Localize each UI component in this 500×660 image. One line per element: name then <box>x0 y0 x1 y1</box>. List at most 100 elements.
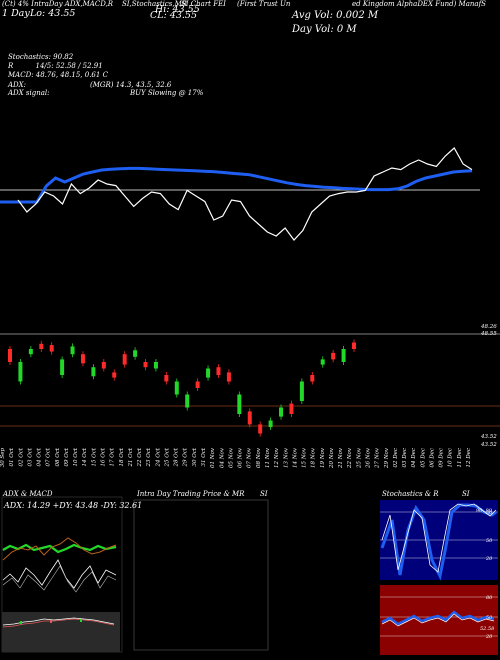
rsi-label-50: 50 <box>486 615 493 621</box>
candle-body <box>226 372 231 382</box>
intraday-title: Intra Day Trading Price & MR <box>136 490 245 498</box>
date-tick-label: 16 Oct <box>101 447 107 466</box>
mrsi-blue-series <box>0 166 473 204</box>
candle-body <box>18 362 23 382</box>
price-label-bot-b: 43.52 <box>480 442 497 448</box>
macd-histogram-bar <box>80 619 82 622</box>
candle-body <box>122 354 127 365</box>
candle-body <box>143 362 148 368</box>
price-label-top-b: 48.55 <box>480 331 497 337</box>
candlestick-group <box>8 339 356 437</box>
stoch-label-80: 80 <box>486 510 493 516</box>
stoch-label-50: 50 <box>486 538 493 544</box>
macd-histogram-bar <box>20 621 22 624</box>
candle-body <box>352 342 356 349</box>
date-tick-label: 18 Oct <box>119 447 125 466</box>
intraday-si: SI <box>260 490 268 498</box>
day-vol: Day Vol: 0 M <box>292 24 357 35</box>
candle-body <box>80 354 85 364</box>
adx-line-b <box>2 565 117 593</box>
date-tick-label: 15 Oct <box>91 447 97 466</box>
candle-body <box>28 349 33 355</box>
adx-values: ADX: 14.29 +DY: 43.48 -DY: 32.61 <box>3 501 142 510</box>
date-tick-label: 21 Oct <box>128 447 134 467</box>
candle-body <box>289 403 294 414</box>
candle-body <box>195 381 200 388</box>
date-tick-label: 05 Dec <box>420 448 426 468</box>
candle-body <box>174 381 179 395</box>
candle-body <box>185 394 190 408</box>
date-tick-label: 08 Nov <box>256 447 262 468</box>
date-tick-label: 03 Dec <box>402 448 408 468</box>
candle-body <box>216 367 221 375</box>
date-tick-label: 29 Oct <box>183 447 189 467</box>
candle-body <box>279 407 284 417</box>
adx-signal-readout: ADX signal: <box>8 89 50 97</box>
date-tick-label: 11 Nov <box>265 447 271 468</box>
macd-histogram-bar <box>50 620 52 623</box>
candle-body <box>39 343 44 349</box>
stoch-label-20: 20 <box>485 556 493 562</box>
adx-readout: ADX: <box>8 81 27 89</box>
stoch-d-line <box>381 503 497 573</box>
candle-body <box>49 345 54 352</box>
adx-line-a <box>2 559 117 589</box>
adx-minus-dy-line <box>2 537 117 561</box>
date-tick-label: 01 Oct <box>9 447 15 466</box>
hi-label: Hi: 43.55 <box>155 4 200 15</box>
date-tick-label: 06 Nov <box>238 447 244 468</box>
candle-body <box>299 381 304 401</box>
header-top-mid2: SI Chart FEI <box>181 0 226 8</box>
macd-line <box>2 617 115 626</box>
date-tick-label: 30 Sep <box>0 448 6 468</box>
candle-body <box>101 362 106 369</box>
stochastics-si: SI <box>462 490 470 498</box>
candle-body <box>247 411 252 425</box>
date-tick-label: 13 Nov <box>283 447 289 468</box>
rsi-signal-line <box>381 613 495 627</box>
candle-body <box>258 424 263 434</box>
date-tick-label: 10 Dec <box>448 448 454 468</box>
date-tick-label: 10 Oct <box>73 447 79 466</box>
date-tick-label: 18 Nov <box>311 447 317 468</box>
rsi-current-value: 52.58 <box>480 626 494 632</box>
date-tick-label: 05 Nov <box>228 447 234 468</box>
date-tick-label: 25 Oct <box>164 447 170 467</box>
lo-label: Lo: 43.55 <box>30 8 76 19</box>
rsi-label-80: 80 <box>486 595 493 601</box>
candle-body <box>164 375 169 382</box>
date-tick-label: 28 Oct <box>174 447 180 467</box>
price-label-top-a: 48.26 <box>480 324 497 330</box>
date-tick-label: 17 Oct <box>110 447 116 466</box>
header-top-mid1: SI,Stochastics,MR <box>122 0 188 8</box>
date-tick-label: 02 Dec <box>393 448 399 468</box>
candle-body <box>8 349 12 362</box>
stoch-current-value: 90, 90 <box>476 508 493 514</box>
candle-body <box>237 394 242 414</box>
candle-body <box>331 352 336 360</box>
macd-readout: MACD: 48.76, 48.15, 0.61 C <box>8 71 108 79</box>
macd-subpanel <box>2 612 120 652</box>
date-tick-label: 19 Nov <box>320 447 326 468</box>
date-tick-label: 12 Dec <box>466 448 472 468</box>
date-tick-label: 15 Nov <box>302 447 308 468</box>
candle-body <box>268 420 273 427</box>
date-tick-label: 20 Nov <box>329 447 335 469</box>
date-tick-label: 01 Nov <box>210 447 216 468</box>
r-readout: R 14/5: 52.58 / 52.91 <box>8 62 103 70</box>
header-top-left: (Ct) 4% IntraDay ADX,MACD,R <box>2 0 114 8</box>
date-tick-label: 22 Nov <box>347 447 353 469</box>
date-tick-label: 09 Dec <box>439 448 445 468</box>
date-tick-label: 30 Oct <box>192 447 198 466</box>
date-tick-label: 03 Oct <box>27 447 33 466</box>
candle-body <box>310 375 315 382</box>
date-tick-label: 07 Oct <box>46 447 52 466</box>
date-axis: 30 Sep 01 Oct 02 Oct 03 Oct 04 Oct 07 Oct 08 O… <box>0 447 472 469</box>
date-tick-label: 26 Nov <box>365 447 371 469</box>
adx-mgr-readout: (MGR) 14.3, 43.5, 32.6 <box>90 81 172 89</box>
mrsi-white-series <box>17 147 473 241</box>
candle-body <box>133 350 138 357</box>
date-tick-label: 04 Dec <box>411 448 417 468</box>
header-top-mid3: (First Trust Un <box>237 0 291 8</box>
